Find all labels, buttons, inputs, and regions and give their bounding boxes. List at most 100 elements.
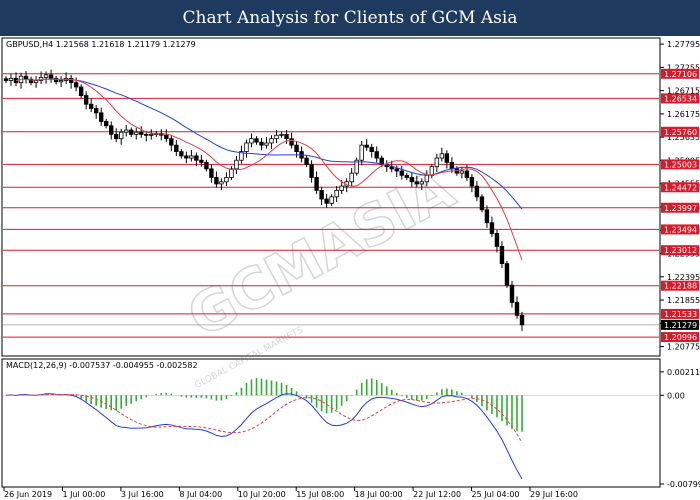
time-tick-label: 22 Jul 12:00 — [413, 490, 461, 499]
level-label: 1.26534 — [664, 94, 697, 103]
candle-body — [394, 168, 399, 172]
symbol-ohlc-label: GBPUSD,H4 1.21568 1.21618 1.21179 1.2127… — [6, 40, 196, 49]
level-label-box — [661, 68, 699, 79]
candle-body — [464, 170, 470, 178]
current-price-box — [661, 319, 699, 330]
candle-body — [33, 80, 39, 84]
time-tick-label: 25 Jul 04:00 — [472, 490, 520, 499]
candle-body — [8, 77, 14, 81]
time-tick-label: 26 Jun 2019 — [4, 490, 52, 499]
candle-body — [174, 144, 179, 153]
candle-body — [149, 133, 154, 136]
candle-body — [259, 141, 264, 146]
price-tick-label: 1.27255 — [667, 63, 700, 72]
time-tick-label: 15 Jul 08:00 — [296, 490, 344, 499]
price-tick-label: 1.20775 — [667, 343, 700, 352]
candle-body — [139, 131, 144, 135]
level-label-box — [661, 280, 699, 291]
level-label: 1.25003 — [664, 160, 697, 169]
time-tick-label: 29 Jul 16:00 — [530, 490, 578, 499]
candle-body — [194, 155, 199, 161]
macd-axis: 0.002113 0.00 -0.007996 — [660, 368, 700, 489]
candle-body — [129, 129, 134, 135]
candle-body — [169, 138, 174, 146]
candle-body — [103, 121, 109, 127]
candle-body — [114, 133, 119, 140]
candle-body — [349, 172, 354, 183]
candle-body — [214, 177, 219, 185]
candle-body — [499, 246, 505, 265]
ma-slow-line — [25, 78, 523, 210]
macd-tick-label: -0.007996 — [667, 480, 700, 489]
time-tick-label: 8 Jul 04:00 — [179, 490, 222, 499]
price-tick-label: 1.27795 — [667, 40, 700, 49]
candle-body — [514, 302, 520, 316]
candle-body — [294, 144, 299, 153]
time-axis: 26 Jun 2019 1 Jul 00:00 3 Jul 16:00 8 Jul 0… — [3, 487, 578, 499]
candle-body — [23, 75, 29, 80]
candle-body — [469, 177, 475, 187]
time-tick-label: 3 Jul 16:00 — [121, 490, 164, 499]
candle-body — [234, 159, 239, 170]
candle-body — [379, 157, 384, 165]
price-tick-label: 1.26175 — [667, 110, 700, 119]
candle-body — [279, 133, 284, 136]
macd-line — [5, 393, 523, 480]
candle-body — [449, 161, 455, 170]
candle-body — [369, 146, 374, 153]
ma-fast-line — [15, 78, 523, 261]
candle-body — [324, 198, 329, 204]
level-label: 1.23997 — [664, 204, 697, 213]
candle-body — [504, 263, 510, 286]
macd-tick-label: 0.00 — [667, 391, 685, 400]
level-labels: 1.27106 1.26534 1.25760 1.25003 1.24472 1.239… — [661, 68, 699, 343]
header-banner: Chart Analysis for Clients of GCM Asia — [0, 0, 700, 36]
time-tick-label: 10 Jul 20:00 — [238, 490, 286, 499]
candle-body — [229, 168, 234, 178]
candle-body — [314, 177, 319, 191]
macd-tick-label: 0.002113 — [667, 368, 700, 377]
level-label: 1.23012 — [664, 246, 697, 255]
candle-body — [459, 170, 465, 174]
candle-body — [144, 133, 149, 136]
candle-body — [509, 284, 515, 303]
candle-body — [73, 82, 79, 88]
candle-body — [124, 129, 129, 133]
candle-body — [244, 142, 249, 153]
candle-body — [93, 108, 99, 114]
candle-body — [419, 181, 425, 185]
candle-body — [3, 78, 9, 81]
candle-body — [404, 174, 409, 178]
candle-body — [339, 185, 344, 191]
candle-body — [204, 161, 209, 170]
level-label-box — [661, 159, 699, 170]
macd-series — [3, 378, 659, 480]
level-label: 1.24472 — [664, 183, 697, 192]
candle-body — [269, 138, 274, 144]
candle-body — [53, 77, 59, 83]
level-label-box — [661, 182, 699, 193]
candle-body — [274, 134, 279, 140]
candle-body — [354, 159, 359, 174]
candle-body — [58, 80, 64, 83]
candle-body — [199, 159, 204, 163]
candle-body — [179, 151, 184, 157]
candle-body — [209, 168, 214, 178]
time-tick-label: 18 Jul 00:00 — [355, 490, 403, 499]
candle-body — [134, 131, 139, 135]
level-label-box — [661, 93, 699, 104]
candle-body — [219, 181, 224, 185]
level-label-box — [661, 126, 699, 137]
candle-body — [264, 142, 269, 146]
candle-body — [88, 103, 94, 109]
candle-body — [68, 77, 74, 84]
candle-body — [289, 138, 294, 146]
page-title: Chart Analysis for Clients of GCM Asia — [182, 8, 518, 28]
candle-body — [479, 196, 485, 211]
time-tick-label: 1 Jul 00:00 — [62, 490, 105, 499]
level-lines — [3, 73, 659, 338]
level-label-box — [661, 224, 699, 235]
level-label-box — [661, 332, 699, 343]
candle-body — [164, 134, 169, 140]
candle-body — [484, 209, 490, 224]
